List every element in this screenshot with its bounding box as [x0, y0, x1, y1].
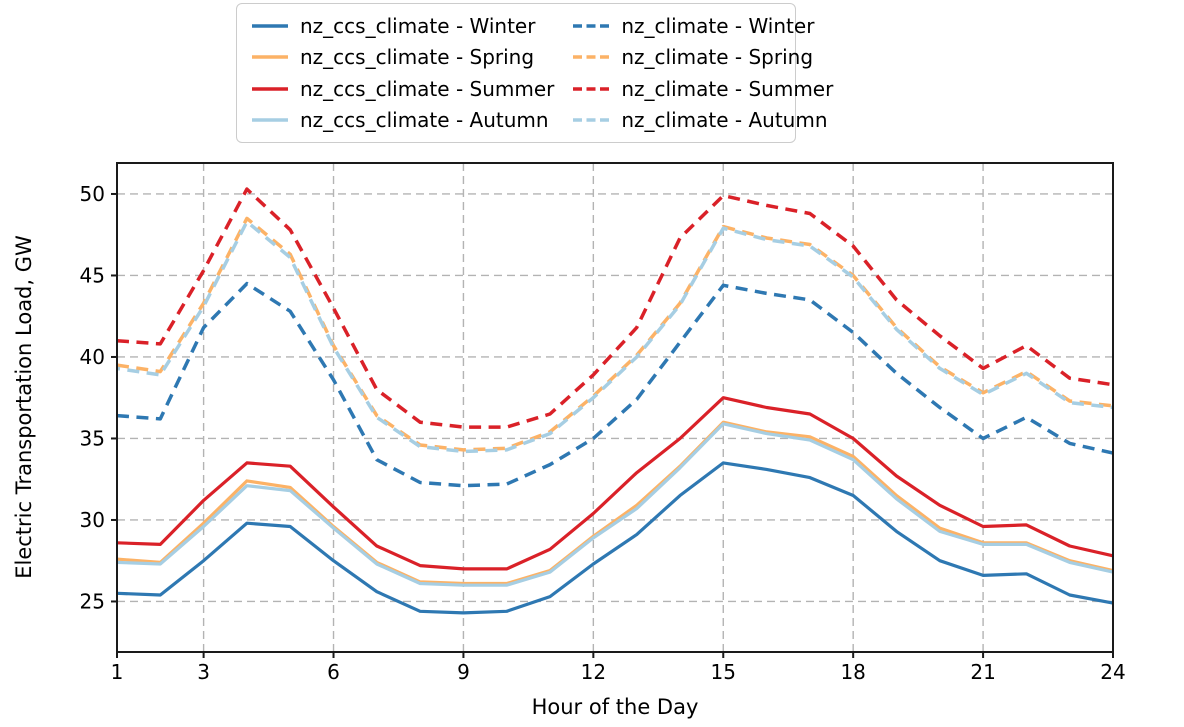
plot-frame: [116, 162, 1114, 653]
y-tick-label-30: 30: [80, 508, 105, 532]
x-tick-label-9: 9: [457, 660, 470, 684]
x-tick-label-1: 1: [111, 660, 124, 684]
x-tick-label-24: 24: [1100, 660, 1125, 684]
x-tick-label-18: 18: [840, 660, 865, 684]
x-tick-label-15: 15: [711, 660, 736, 684]
y-tick-label-40: 40: [80, 345, 105, 369]
legend-item-nz-climate-spring: nz_climate - Spring: [572, 47, 833, 67]
series-line-nz-climate-autumn: [116, 219, 1114, 454]
legend-item-label: nz_ccs_climate - Spring: [300, 45, 535, 70]
legend-line-sample-solid: [252, 24, 288, 28]
x-tick-label-21: 21: [970, 660, 995, 684]
series-line-nz-ccs-climate-autumn: [116, 422, 1114, 587]
y-tick-label-45: 45: [80, 263, 105, 287]
legend-line-sample-dashed: [573, 55, 610, 59]
legend-item-nz-ccs-climate-spring: nz_ccs_climate - Spring: [251, 47, 554, 67]
legend-item-label: nz_ccs_climate - Autumn: [300, 108, 549, 133]
legend-item-label: nz_climate - Winter: [621, 13, 815, 38]
series-line-nz-climate-summer: [116, 187, 1114, 429]
legend: nz_ccs_climate - Winter nz_ccs_climate - …: [236, 3, 833, 143]
legend-item-nz-climate-summer: nz_climate - Summer: [572, 79, 833, 99]
legend-item-label: nz_ccs_climate - Summer: [300, 76, 555, 101]
x-axis-label: Hour of the Day: [531, 695, 699, 719]
legend-item-label: nz_climate - Spring: [621, 45, 814, 70]
series-lines: [116, 187, 1114, 615]
legend-item-nz-ccs-climate-autumn: nz_ccs_climate - Autumn: [251, 110, 554, 130]
legend-line-sample-dashed: [573, 24, 610, 28]
legend-line-sample-solid: [252, 55, 288, 59]
series-line-nz-ccs-climate-spring: [116, 420, 1114, 586]
axis-ticks: 1 3 6 9 12 15 18 21 24 25 30 35 40 45 50: [80, 182, 1126, 684]
series-line-nz-ccs-climate-summer: [116, 396, 1114, 571]
x-tick-label-3: 3: [197, 660, 210, 684]
x-tick-label-6: 6: [327, 660, 340, 684]
y-tick-label-25: 25: [80, 589, 105, 613]
legend-item-nz-ccs-climate-summer: nz_ccs_climate - Summer: [251, 79, 554, 99]
legend-line-sample-solid: [252, 87, 288, 91]
legend-item-label: nz_ccs_climate - Winter: [300, 13, 536, 38]
series-line-nz-climate-spring: [116, 216, 1114, 452]
series-line-nz-climate-winter: [116, 281, 1114, 488]
legend-item-label: nz_climate - Summer: [621, 76, 834, 101]
x-tick-label-12: 12: [581, 660, 606, 684]
legend-item-nz-ccs-climate-winter: nz_ccs_climate - Winter: [251, 16, 554, 36]
legend-line-sample-solid: [252, 118, 288, 122]
y-tick-label-35: 35: [80, 426, 105, 450]
y-axis-label: Electric Transportation Load, GW: [12, 235, 36, 579]
legend-line-sample-dashed: [573, 87, 610, 91]
y-tick-label-50: 50: [80, 182, 105, 206]
legend-line-sample-dashed: [573, 118, 610, 122]
legend-item-label: nz_climate - Autumn: [621, 108, 828, 133]
gridlines: [116, 163, 1114, 652]
legend-item-nz-climate-autumn: nz_climate - Autumn: [572, 110, 833, 130]
legend-item-nz-climate-winter: nz_climate - Winter: [572, 16, 833, 36]
series-line-nz-ccs-climate-winter: [116, 461, 1114, 615]
